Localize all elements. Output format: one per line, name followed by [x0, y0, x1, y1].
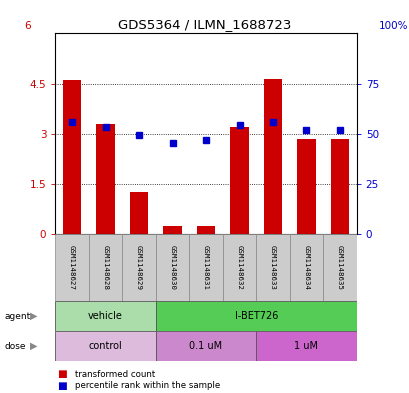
- Bar: [163, 226, 181, 234]
- Bar: [330, 139, 348, 234]
- Text: transformed count: transformed count: [74, 370, 155, 378]
- FancyBboxPatch shape: [256, 331, 356, 361]
- Text: percentile rank within the sample: percentile rank within the sample: [74, 382, 219, 390]
- Bar: [230, 127, 248, 234]
- Text: ■: ■: [57, 369, 67, 379]
- FancyBboxPatch shape: [55, 331, 155, 361]
- Bar: [63, 80, 81, 234]
- FancyBboxPatch shape: [189, 234, 222, 301]
- Text: agent: agent: [4, 312, 30, 321]
- Text: 1 uM: 1 uM: [294, 341, 318, 351]
- Bar: [130, 192, 148, 234]
- Text: GSM1148630: GSM1148630: [169, 245, 175, 290]
- Text: ▶: ▶: [30, 341, 37, 351]
- FancyBboxPatch shape: [55, 234, 89, 301]
- Text: 100%: 100%: [378, 21, 408, 31]
- Text: I-BET726: I-BET726: [234, 311, 277, 321]
- Text: 6: 6: [25, 21, 31, 31]
- Text: GSM1148632: GSM1148632: [236, 245, 242, 290]
- FancyBboxPatch shape: [155, 234, 189, 301]
- FancyBboxPatch shape: [256, 234, 289, 301]
- Text: GSM1148627: GSM1148627: [69, 245, 75, 290]
- FancyBboxPatch shape: [155, 301, 356, 331]
- Text: ■: ■: [57, 381, 67, 391]
- Bar: [263, 79, 281, 234]
- FancyBboxPatch shape: [122, 234, 155, 301]
- Bar: [96, 123, 115, 234]
- Bar: [297, 139, 315, 234]
- Text: GSM1148633: GSM1148633: [270, 245, 275, 290]
- FancyBboxPatch shape: [155, 331, 256, 361]
- FancyBboxPatch shape: [322, 234, 356, 301]
- Text: GSM1148631: GSM1148631: [202, 245, 209, 290]
- Bar: [196, 226, 215, 234]
- Text: control: control: [88, 341, 122, 351]
- FancyBboxPatch shape: [55, 301, 155, 331]
- FancyBboxPatch shape: [222, 234, 256, 301]
- Text: dose: dose: [4, 342, 25, 351]
- FancyBboxPatch shape: [289, 234, 322, 301]
- Text: GDS5364 / ILMN_1688723: GDS5364 / ILMN_1688723: [118, 18, 291, 31]
- FancyBboxPatch shape: [89, 234, 122, 301]
- Text: GSM1148634: GSM1148634: [303, 245, 309, 290]
- Text: GSM1148629: GSM1148629: [136, 245, 142, 290]
- Text: vehicle: vehicle: [88, 311, 123, 321]
- Text: GSM1148628: GSM1148628: [102, 245, 108, 290]
- Text: ▶: ▶: [30, 311, 37, 321]
- Text: GSM1148635: GSM1148635: [336, 245, 342, 290]
- Text: 0.1 uM: 0.1 uM: [189, 341, 222, 351]
